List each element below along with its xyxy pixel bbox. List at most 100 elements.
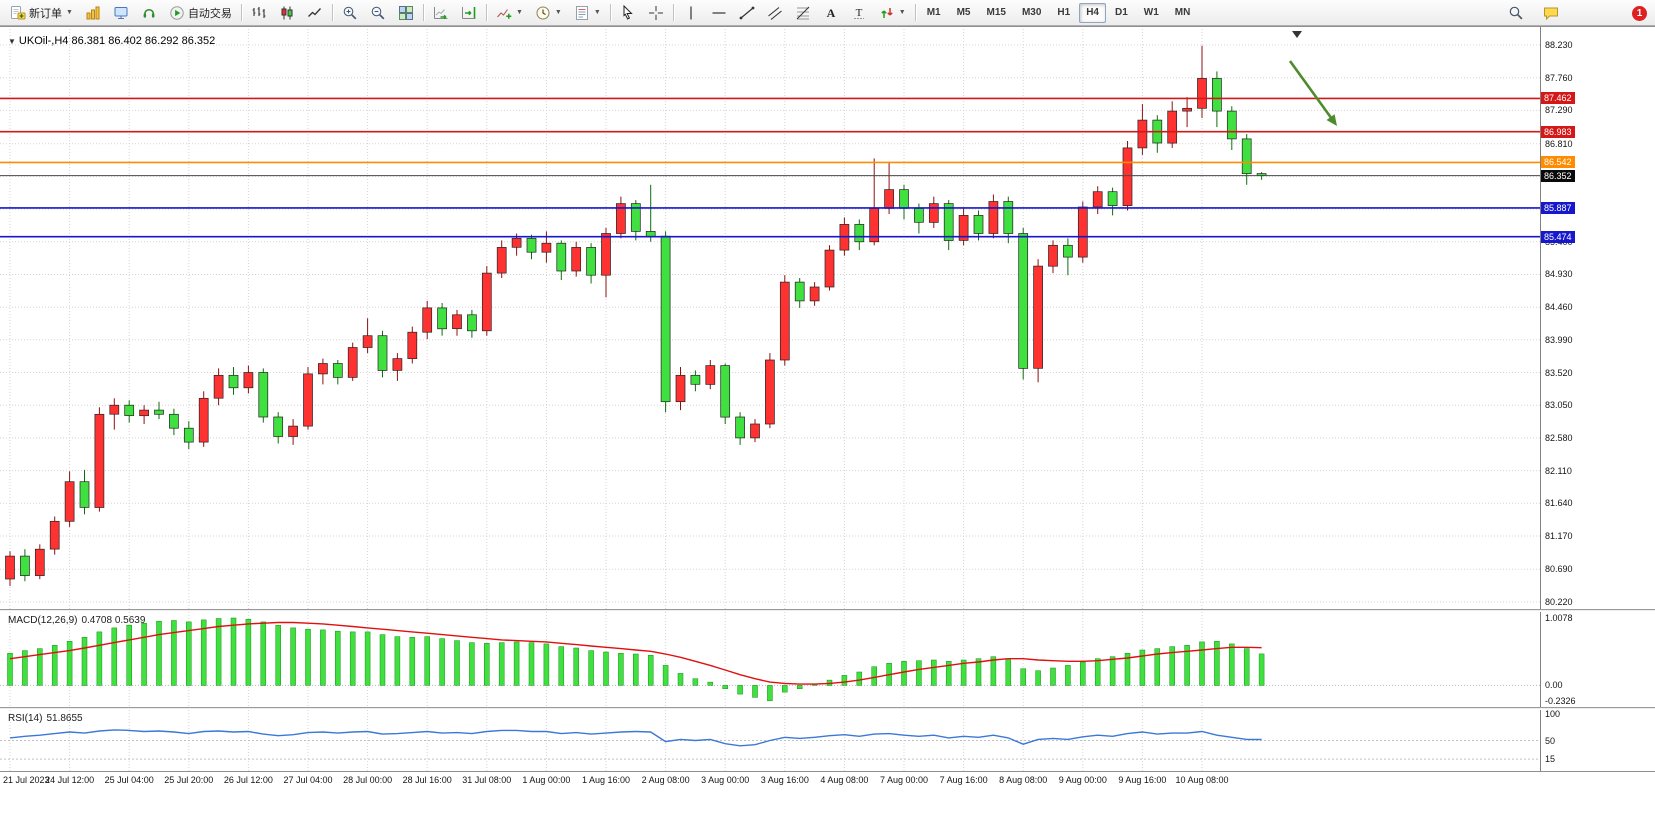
chart-expand-icon[interactable]: ▼ xyxy=(8,37,16,46)
toolbar-group: A T ▼ xyxy=(677,0,912,25)
bar-chart-button[interactable] xyxy=(246,2,272,24)
rsi-line xyxy=(9,729,1262,747)
macd-scale-label: 0.00 xyxy=(1545,680,1563,690)
toolbar-group xyxy=(245,0,329,25)
timeframe-h4[interactable]: H4 xyxy=(1079,2,1106,23)
annotation-arrow[interactable] xyxy=(1288,60,1337,126)
time-scale-label: 9 Aug 16:00 xyxy=(1118,775,1167,785)
linechart-icon xyxy=(307,5,323,21)
timeframe-m30[interactable]: M30 xyxy=(1015,3,1048,23)
price-scale-label: 83.050 xyxy=(1545,400,1573,410)
bars-icon xyxy=(251,5,267,21)
line-chart-button[interactable] xyxy=(302,2,328,24)
price-axis[interactable]: 88.23087.76087.29086.81086.34085.87085.4… xyxy=(1540,27,1655,771)
chart-shift-button[interactable] xyxy=(456,2,482,24)
dropdown-caret-icon: ▼ xyxy=(66,9,73,16)
dropdown-caret-icon: ▼ xyxy=(554,9,562,16)
time-scale-label: 9 Aug 00:00 xyxy=(1058,775,1107,785)
dropdown-caret-icon: ▼ xyxy=(898,9,906,16)
time-scale-label: 4 Aug 08:00 xyxy=(820,775,869,785)
hline-price-tag: 86.983 xyxy=(1541,126,1575,138)
timeframe-m5[interactable]: M5 xyxy=(950,3,978,23)
channel-button[interactable] xyxy=(762,2,788,24)
periods-button[interactable]: ▼ xyxy=(530,2,567,24)
timeframe-mn[interactable]: MN xyxy=(1168,3,1198,23)
time-axis[interactable]: 21 Jul 2023 24 Jul 12:00 25 Jul 04:00 25 Ju… xyxy=(0,771,1655,789)
macd-histogram xyxy=(7,617,1265,702)
candlestick-chart[interactable] xyxy=(0,29,1540,609)
macd-name: MACD(12,26,9) xyxy=(8,615,78,626)
autotrading-button[interactable]: 自动交易 xyxy=(164,2,237,24)
panel-splitter[interactable] xyxy=(0,707,1655,710)
rsi-scale-label: 100 xyxy=(1545,709,1561,719)
chat-button[interactable] xyxy=(1538,2,1564,24)
time-scale-label: 28 Jul 16:00 xyxy=(402,775,452,785)
toolbar-separator xyxy=(485,4,487,21)
rsi-chart[interactable] xyxy=(0,710,1540,771)
candlestick-chart-button[interactable] xyxy=(274,2,300,24)
notification-badge[interactable]: 1 xyxy=(1632,5,1647,21)
timeframe-m1[interactable]: M1 xyxy=(920,3,948,23)
cursor-button[interactable] xyxy=(615,2,641,24)
price-scale-label: 82.580 xyxy=(1545,433,1573,443)
candles-icon xyxy=(279,5,295,21)
rsi-value: 51.8655 xyxy=(46,713,83,724)
horizontal-lines[interactable] xyxy=(0,97,1540,238)
zoom-out-icon xyxy=(370,5,386,21)
monitor-icon xyxy=(113,5,129,21)
market-watch-button[interactable] xyxy=(108,2,134,24)
shapes-icon xyxy=(879,5,895,21)
rsi-panel[interactable] xyxy=(0,710,1540,771)
bottom-margin xyxy=(0,789,1655,835)
scroll-marker-icon xyxy=(1292,31,1302,38)
panel-splitter[interactable] xyxy=(0,609,1655,612)
price-scale-label: 83.990 xyxy=(1545,335,1573,345)
time-scale-label: 10 Aug 08:00 xyxy=(1175,775,1229,785)
time-scale-label: 8 Aug 08:00 xyxy=(999,775,1048,785)
auto-scroll-button[interactable] xyxy=(428,2,454,24)
toolbar-group xyxy=(392,0,420,25)
label-icon: T xyxy=(851,5,867,21)
text-label-button[interactable]: T xyxy=(846,2,872,24)
hline-price-tag: 86.542 xyxy=(1541,156,1575,168)
vline-icon xyxy=(683,5,699,21)
main-chart-plot[interactable] xyxy=(0,29,1540,609)
time-scale-label: 27 Jul 04:00 xyxy=(283,775,333,785)
zoom-in-button[interactable] xyxy=(337,2,363,24)
autotrading-button-label: 自动交易 xyxy=(187,7,232,20)
trendline-button[interactable] xyxy=(734,2,760,24)
horizontal-line-button[interactable] xyxy=(706,2,732,24)
strategy-tester-button[interactable] xyxy=(136,2,162,24)
macd-scale-label: 1.0078 xyxy=(1545,613,1573,623)
timeframe-h1[interactable]: H1 xyxy=(1050,3,1077,23)
search-button[interactable] xyxy=(1503,2,1529,24)
templates-button[interactable]: ▼ xyxy=(569,2,606,24)
charts-button[interactable] xyxy=(80,2,106,24)
toolbar-group xyxy=(336,0,392,25)
zoom-out-button[interactable] xyxy=(365,2,391,24)
toolbar-group xyxy=(79,0,163,25)
timeframe-m15[interactable]: M15 xyxy=(980,3,1013,23)
timeframe-w1[interactable]: W1 xyxy=(1137,3,1166,23)
candles-series xyxy=(5,45,1267,586)
grid xyxy=(0,612,1540,707)
crosshair-button[interactable] xyxy=(643,2,669,24)
toolbar-separator xyxy=(240,4,242,21)
time-scale-label: 25 Jul 20:00 xyxy=(164,775,214,785)
fibonacci-button[interactable] xyxy=(790,2,816,24)
time-scale-label: 1 Aug 16:00 xyxy=(581,775,631,785)
new-order-button[interactable]: 新订单 ▼ xyxy=(5,2,78,24)
timeframe-d1[interactable]: D1 xyxy=(1108,3,1135,23)
arrows-button[interactable]: ▼ xyxy=(874,2,911,24)
macd-panel[interactable] xyxy=(0,612,1540,707)
macd-chart[interactable] xyxy=(0,612,1540,707)
fibo-icon xyxy=(795,5,811,21)
macd-scale-label: -0.2326 xyxy=(1545,696,1576,706)
chart-ohlc: 86.381 86.402 86.292 86.352 xyxy=(71,35,216,47)
price-scale-label: 87.760 xyxy=(1545,73,1573,83)
tile-windows-button[interactable] xyxy=(393,2,419,24)
text-button[interactable]: A xyxy=(818,2,844,24)
channel-icon xyxy=(767,5,783,21)
indicators-button[interactable]: ▼ xyxy=(491,2,528,24)
vertical-line-button[interactable] xyxy=(678,2,704,24)
